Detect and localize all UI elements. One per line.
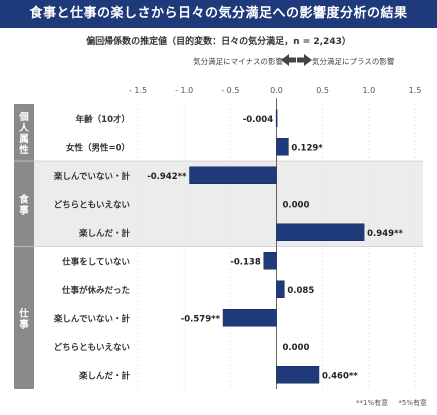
x-tick-label: 1.5 <box>409 86 422 95</box>
group-label: 個人属性 <box>18 111 29 156</box>
x-tick-label: - 0.5 <box>221 86 239 95</box>
group-label-box <box>14 104 34 161</box>
bar <box>276 366 320 384</box>
negative-effect-label: 気分満足にマイナスの影響 <box>193 57 283 66</box>
value-label: 0.000 <box>283 200 310 210</box>
note-5pct: *5%有意 <box>398 399 427 407</box>
group-band <box>34 104 423 161</box>
positive-effect-label: 気分満足にプラスの影響 <box>312 57 395 66</box>
category-label: 楽しんだ・計 <box>78 228 131 239</box>
x-tick-label: 0.5 <box>316 86 329 95</box>
group-label: 仕事 <box>18 307 29 330</box>
bar <box>263 252 277 270</box>
x-tick-label: 1.0 <box>362 86 375 95</box>
category-label: 仕事が休みだった <box>61 285 130 296</box>
value-label: -0.942** <box>147 172 187 182</box>
arrow-left-icon <box>281 54 296 66</box>
bar <box>276 138 289 156</box>
arrow-right-icon <box>297 54 312 66</box>
group-label-box <box>14 246 34 389</box>
category-label: 楽しんでいない・計 <box>53 171 131 182</box>
category-label: 年齢（10才） <box>76 114 130 125</box>
category-label: どちらともいえない <box>54 342 130 353</box>
significance-note: **1%有意 *5%有意 <box>348 398 427 408</box>
category-label: 仕事をしていない <box>61 256 130 267</box>
category-label: 楽しんだ・計 <box>78 370 131 381</box>
bar <box>222 309 277 327</box>
category-label: どちらともいえない <box>54 199 130 210</box>
chart-title: 食事と仕事の楽しさから日々の気分満足への影響度分析の結果 <box>0 0 437 28</box>
bar <box>275 109 278 127</box>
bar <box>189 166 277 184</box>
group-label-box <box>14 161 34 247</box>
value-label: 0.000 <box>283 343 310 353</box>
x-tick-label: 0.0 <box>270 86 283 95</box>
value-label: 0.129* <box>291 143 323 153</box>
category-label: 楽しんでいない・計 <box>53 313 131 324</box>
chart-subtitle: 偏回帰係数の推定値（目的変数：日々の気分満足，n = 2,243） <box>86 37 351 47</box>
value-label: -0.138 <box>230 257 260 267</box>
bar <box>276 223 365 241</box>
x-tick-label: - 1.0 <box>175 86 193 95</box>
x-tick-label: - 1.5 <box>129 86 147 95</box>
group-label: 食事 <box>18 193 29 216</box>
bar <box>276 280 285 298</box>
value-label: -0.579** <box>181 314 221 324</box>
value-label: 0.085 <box>287 286 314 296</box>
value-label: -0.004 <box>243 115 273 125</box>
value-label: 0.949** <box>367 229 403 239</box>
note-1pct: **1%有意 <box>356 399 389 407</box>
value-label: 0.460** <box>322 371 358 381</box>
category-label: 女性（男性=0） <box>66 142 130 153</box>
